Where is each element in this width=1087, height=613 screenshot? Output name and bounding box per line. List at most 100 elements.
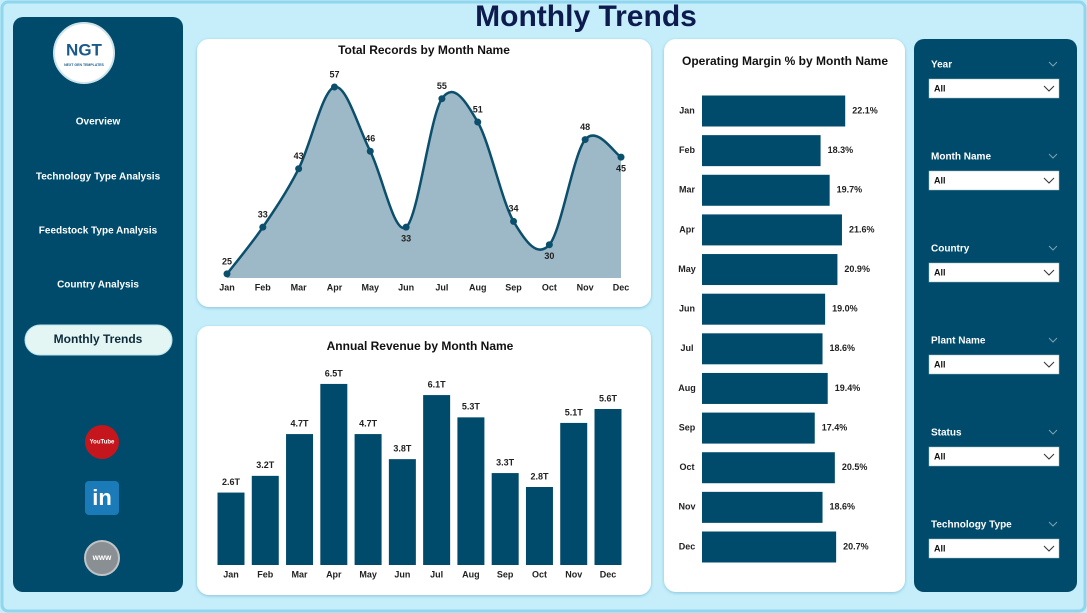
filter-label: Plant Name bbox=[931, 336, 986, 347]
point bbox=[581, 136, 589, 144]
area bbox=[227, 86, 621, 278]
filter-collapse-icon bbox=[1048, 521, 1058, 527]
filters: Year All Month Name All Country All Plant Name… bbox=[928, 60, 1060, 559]
bar bbox=[702, 372, 828, 404]
dropdown[interactable] bbox=[928, 538, 1060, 559]
point bbox=[402, 223, 410, 231]
bar bbox=[702, 452, 835, 484]
filter-label: Year bbox=[931, 60, 952, 71]
x-tick-label: Nov bbox=[577, 282, 594, 292]
page-title: Monthly Trends bbox=[475, 0, 697, 33]
nav-item[interactable]: Country Analysis bbox=[57, 280, 139, 291]
bar bbox=[702, 412, 815, 444]
dropdown[interactable] bbox=[928, 170, 1060, 191]
point bbox=[617, 153, 625, 161]
y-tick-label: Oct bbox=[679, 462, 694, 472]
bar bbox=[457, 417, 485, 565]
y-tick-label: Sep bbox=[679, 422, 696, 432]
filter-collapse-icon bbox=[1048, 429, 1058, 435]
data-label: 4.7T bbox=[291, 418, 310, 428]
dropdown[interactable] bbox=[928, 262, 1060, 283]
dropdown[interactable] bbox=[928, 78, 1060, 99]
data-label: 18.6% bbox=[830, 502, 856, 512]
y-tick-label: Jul bbox=[680, 343, 693, 353]
bar bbox=[702, 254, 838, 286]
filter-collapse-icon bbox=[1048, 61, 1058, 67]
data-label: 5.6T bbox=[599, 393, 618, 403]
dropdown-value: All bbox=[934, 451, 946, 461]
web-icon[interactable] bbox=[84, 540, 120, 576]
point bbox=[510, 217, 518, 225]
data-label: 46 bbox=[365, 134, 375, 144]
filter-collapse-icon bbox=[1048, 153, 1058, 159]
linkedin-icon[interactable] bbox=[85, 481, 119, 515]
chart-title: Total Records by Month Name bbox=[338, 43, 510, 57]
bar bbox=[525, 487, 553, 565]
sidebar bbox=[13, 17, 183, 592]
x-tick-label: May bbox=[359, 569, 377, 579]
nav-item[interactable]: Technology Type Analysis bbox=[36, 172, 161, 183]
bar bbox=[702, 214, 842, 246]
bar bbox=[702, 95, 846, 127]
data-label: 19.0% bbox=[832, 304, 858, 314]
y-tick-label: Apr bbox=[679, 224, 695, 234]
dropdown[interactable] bbox=[928, 446, 1060, 467]
point bbox=[223, 270, 231, 278]
nav-item[interactable]: Feedstock Type Analysis bbox=[39, 226, 158, 237]
bar bbox=[423, 395, 451, 565]
bar bbox=[702, 531, 837, 563]
data-label: 20.9% bbox=[844, 264, 870, 274]
data-label: 18.6% bbox=[830, 343, 856, 353]
data-label: 19.4% bbox=[835, 383, 861, 393]
y-tick-label: Mar bbox=[679, 185, 696, 195]
data-label: 19.7% bbox=[837, 185, 863, 195]
x-tick-label: Sep bbox=[497, 569, 514, 579]
x-tick-label: Jan bbox=[219, 282, 235, 292]
x-tick-label: Dec bbox=[613, 282, 630, 292]
y-tick-label: Nov bbox=[678, 502, 695, 512]
bar bbox=[251, 475, 279, 565]
dropdown[interactable] bbox=[928, 354, 1060, 375]
data-label: 18.3% bbox=[828, 145, 854, 155]
data-label: 17.4% bbox=[822, 422, 848, 432]
x-tick-label: Feb bbox=[255, 282, 272, 292]
data-label: 25 bbox=[222, 256, 232, 266]
data-label: 20.7% bbox=[843, 541, 869, 551]
bar bbox=[388, 459, 416, 565]
chart-title: Annual Revenue by Month Name bbox=[327, 339, 514, 353]
logo-tagline: NEXT GEN TEMPLATES bbox=[64, 63, 104, 67]
data-label: 33 bbox=[401, 234, 411, 244]
navigation: Overview Technology Type Analysis Feedstoc… bbox=[24, 117, 173, 356]
x-tick-label: Mar bbox=[291, 282, 308, 292]
filter-collapse-icon bbox=[1048, 337, 1058, 343]
dropdown-arrow bbox=[1043, 361, 1055, 368]
data-label: 51 bbox=[473, 104, 483, 114]
dropdown-arrow bbox=[1043, 269, 1055, 276]
x-tick-label: Jul bbox=[435, 282, 448, 292]
nav-item[interactable]: Overview bbox=[76, 117, 121, 128]
data-label: 43 bbox=[294, 151, 304, 161]
data-label: 3.2T bbox=[256, 460, 275, 470]
data-label: 21.6% bbox=[849, 224, 875, 234]
youtube-icon[interactable] bbox=[85, 425, 119, 459]
filter-panel bbox=[914, 39, 1077, 592]
x-tick-label: Jun bbox=[394, 569, 410, 579]
filter-label: Country bbox=[931, 244, 970, 255]
dropdown-arrow bbox=[1043, 85, 1055, 92]
data-label: 48 bbox=[580, 122, 590, 132]
data-label: 55 bbox=[437, 81, 447, 91]
web-text: www bbox=[92, 553, 112, 562]
data-label: 30 bbox=[544, 251, 554, 261]
x-tick-label: Aug bbox=[462, 569, 480, 579]
data-label: 33 bbox=[258, 210, 268, 220]
bar bbox=[702, 174, 830, 206]
data-label: 5.1T bbox=[565, 407, 584, 417]
nav-active-button[interactable] bbox=[24, 324, 173, 356]
x-tick-label: Jan bbox=[223, 569, 239, 579]
x-tick-label: Apr bbox=[327, 282, 343, 292]
data-label: 2.8T bbox=[530, 471, 549, 481]
x-tick-label: Jun bbox=[398, 282, 414, 292]
nav-item[interactable]: Monthly Trends bbox=[54, 332, 143, 346]
